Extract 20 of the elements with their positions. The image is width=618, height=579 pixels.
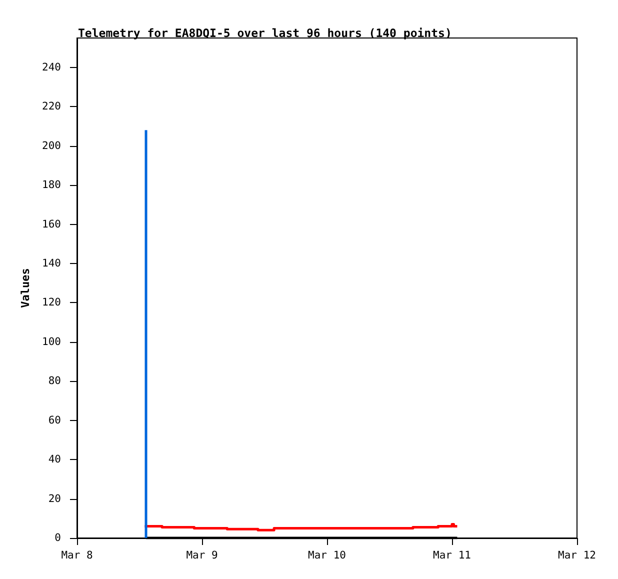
- y-tick-label: 100: [42, 336, 61, 348]
- x-tick-label: Mar 9: [186, 550, 218, 562]
- y-tick-label: 180: [42, 179, 61, 192]
- y-tick-label: 160: [42, 218, 61, 230]
- y-tick-label: 20: [48, 492, 61, 505]
- x-tick-label: Mar 11: [433, 550, 471, 562]
- y-tick-label: 200: [42, 140, 61, 152]
- chart-title: Telemetry for EA8DQI-5 over last 96 hours (140 points): [78, 26, 452, 40]
- y-tick-label: 220: [42, 100, 61, 113]
- y-tick-label: 120: [42, 296, 61, 309]
- x-tick-label: Mar 8: [61, 550, 93, 562]
- y-tick-label: 140: [42, 257, 61, 270]
- y-tick-label: 240: [42, 61, 61, 74]
- x-tick-label: Mar 10: [308, 550, 346, 562]
- y-tick-label: 40: [48, 454, 61, 466]
- y-tick-label: 60: [48, 414, 61, 426]
- y-tick-label: 0: [54, 532, 61, 544]
- x-tick-label: Mar 12: [558, 550, 596, 562]
- y-tick-label: 80: [48, 375, 61, 388]
- y-axis-title: Values: [19, 268, 32, 308]
